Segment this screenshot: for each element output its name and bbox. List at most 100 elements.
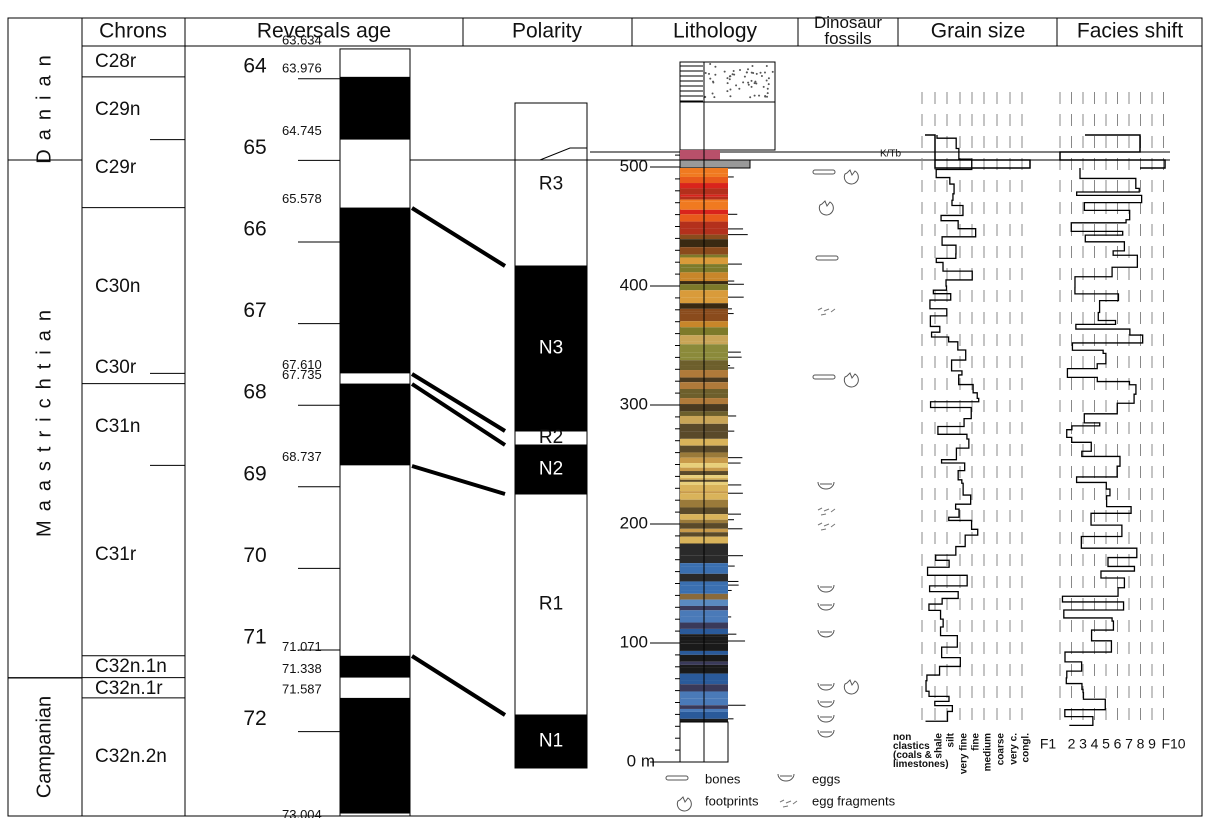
egg-icon [817,602,835,611]
conglomerate [714,73,717,76]
polarity-zone [514,714,588,769]
conglomerate [767,77,770,80]
header-line: Dinosaur [814,13,882,32]
depth-label: 200 [620,513,648,532]
conglomerate [739,68,742,71]
conglomerate [707,72,710,75]
conglomerate [750,79,753,82]
chron-label: C29n [95,99,140,120]
polarity-zone [514,493,588,716]
conglomerate [753,82,756,85]
conglomerate [765,79,768,82]
polarity-label: N3 [539,338,563,359]
conglomerate [714,65,717,68]
conglomerate [731,73,734,76]
grain-class-line: non [893,732,911,743]
column-header: Grain size [931,20,1026,43]
conglomerate [704,71,707,74]
conglomerate [750,71,753,74]
egg-icon [817,682,835,691]
correlation-line [411,464,506,496]
reversal-age: 63.634 [282,32,322,47]
facies-label: 4 [1091,736,1099,752]
age-label: 72 [243,707,266,730]
conglomerate [711,92,714,95]
legend-label: eggs [812,771,841,786]
conglomerate [766,92,769,95]
normal-polarity [340,76,410,140]
facies-top [1059,134,1166,169]
stage-label: Danian [33,46,55,163]
coal [679,101,776,151]
conglomerate [771,70,774,73]
conglomerate [766,87,769,90]
conglomerate [738,87,741,90]
egg-icon [817,629,835,638]
age-label: 67 [243,299,266,322]
polarity-label: N1 [539,731,563,752]
normal-polarity [340,207,410,374]
egg-fragment-icon [817,507,836,516]
chron-label: C28r [95,51,137,72]
conglomerate [713,96,716,99]
age-label: 71 [243,626,266,649]
age-label: 66 [243,218,266,241]
conglomerate [726,77,729,80]
age-label: 69 [243,462,266,485]
conglomerate [743,75,746,78]
grain-class: very c. [1009,733,1020,765]
normal-polarity [340,655,410,678]
grain-class: shale [934,733,945,759]
chron-label: C30r [95,357,137,378]
reversal-age: 64.745 [282,123,322,138]
conglomerate [762,85,765,88]
egg-icon [817,481,835,490]
polarity-zone [514,102,588,267]
footprint-icon [843,679,859,695]
conglomerate [712,80,715,83]
depth-label: 400 [620,275,648,294]
stage-label: Maastrichtian [33,301,55,537]
conglomerate [729,95,732,98]
facies-label: F1 [1040,736,1057,752]
reversal-age: 73.004 [282,807,322,818]
facies-label: 7 [1125,736,1133,752]
footprint-icon [843,372,859,388]
reversal-age: 68.737 [282,449,322,464]
conglomerate [747,83,750,86]
egg-icon [817,584,835,593]
depth-label: 300 [620,394,648,413]
facies-label: 6 [1114,736,1122,752]
conglomerate [747,81,750,84]
depth-label: 100 [620,632,648,651]
column-header: Dinosaur fossils [814,13,882,48]
column-header: Polarity [512,20,583,43]
red-bed [680,150,720,160]
conglomerate [723,70,726,73]
reversal-age: 65.578 [282,191,322,206]
conglomerate [750,85,753,88]
chron-label: C32n.1r [95,678,163,699]
conglomerate [726,90,729,93]
conglomerate [747,68,750,71]
reversal-age: 67.735 [282,367,322,382]
age-label: 64 [243,54,267,77]
conglomerate [749,96,752,99]
conglomerate [742,81,745,84]
chron-label: C29r [95,157,137,178]
conglomerate [733,73,736,76]
normal-polarity [340,383,410,466]
grain-class: medium [983,733,994,771]
polarity-label: R1 [539,594,563,615]
egg-fragment-icon [817,522,836,531]
conglomerate [759,71,762,74]
conglomerate [726,82,729,85]
facies-label: 8 [1137,736,1145,752]
facies-label: 5 [1102,736,1110,752]
chron-label: C31r [95,544,137,565]
conglomerate [753,94,756,97]
correlation-line [410,382,507,447]
egg-fragment-icon [779,799,798,808]
grain-class: silt [946,732,957,747]
conglomerate [728,78,731,81]
